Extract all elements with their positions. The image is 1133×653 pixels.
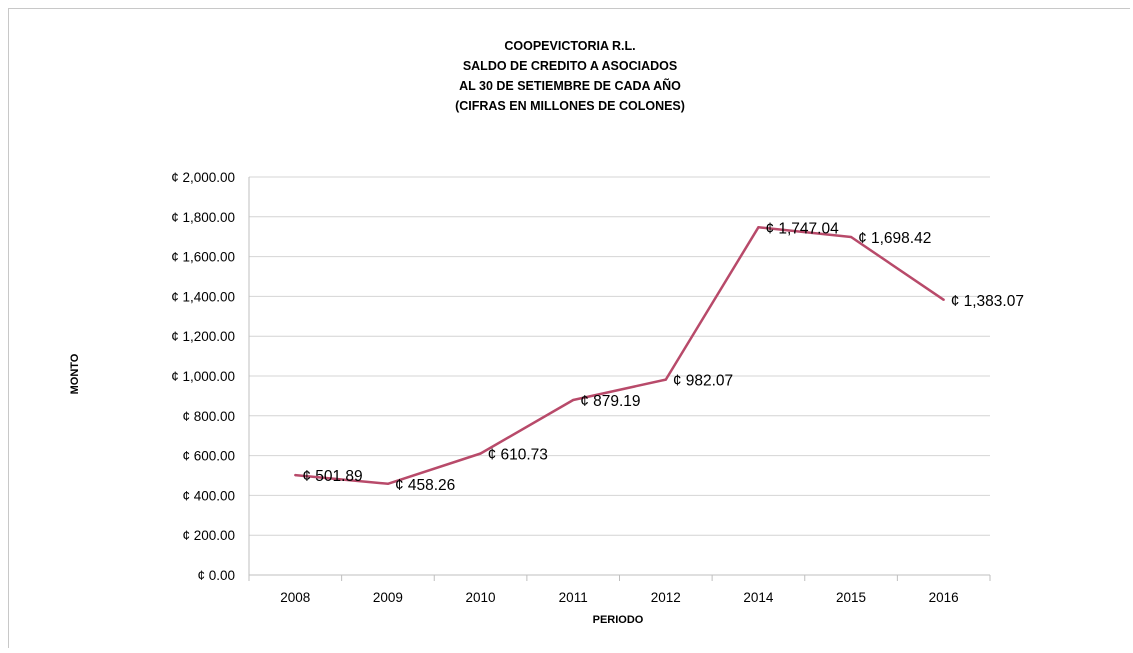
y-tick-label: ¢ 2,000.00 bbox=[171, 170, 235, 185]
data-label: ¢ 610.73 bbox=[488, 446, 548, 463]
data-label: ¢ 1,383.07 bbox=[951, 293, 1024, 310]
data-label: ¢ 879.19 bbox=[580, 393, 640, 410]
x-axis-tick-labels: 2008 2009 2010 2011 2012 2014 2015 2016 bbox=[280, 590, 958, 605]
y-tick-label: ¢ 0.00 bbox=[197, 568, 235, 583]
data-point bbox=[942, 299, 944, 301]
y-tick-label: ¢ 1,800.00 bbox=[171, 210, 235, 225]
data-point bbox=[850, 236, 852, 238]
data-series bbox=[294, 226, 945, 485]
x-tick-label: 2014 bbox=[743, 590, 774, 605]
data-label: ¢ 458.26 bbox=[395, 477, 455, 494]
x-tick-label: 2009 bbox=[373, 590, 403, 605]
x-tick-label: 2010 bbox=[466, 590, 496, 605]
data-point bbox=[665, 378, 667, 380]
y-tick-label: ¢ 1,400.00 bbox=[171, 289, 235, 304]
data-label: ¢ 982.07 bbox=[673, 373, 733, 390]
y-tick-label: ¢ 1,600.00 bbox=[171, 250, 235, 265]
y-tick-label: ¢ 800.00 bbox=[182, 409, 235, 424]
title-line-4: (CIFRAS EN MILLONES DE COLONES) bbox=[455, 99, 685, 113]
data-label: ¢ 1,747.04 bbox=[765, 220, 839, 237]
x-axis-title: PERIODO bbox=[593, 614, 644, 626]
y-tick-label: ¢ 1,200.00 bbox=[171, 329, 235, 344]
title-line-2: SALDO DE CREDITO A ASOCIADOS bbox=[463, 59, 677, 73]
series-line bbox=[295, 227, 943, 484]
data-point bbox=[757, 226, 759, 228]
y-tick-label: ¢ 600.00 bbox=[182, 449, 235, 464]
x-tick-label: 2012 bbox=[651, 590, 681, 605]
data-label: ¢ 501.89 bbox=[302, 468, 362, 485]
y-axis-tick-labels: ¢ 0.00 ¢ 200.00 ¢ 400.00 ¢ 600.00 ¢ 800.00 ¢ … bbox=[171, 170, 235, 583]
x-tick-label: 2011 bbox=[559, 590, 588, 605]
x-tick-label: 2016 bbox=[929, 590, 959, 605]
chart-title: COOPEVICTORIA R.L. SALDO DE CREDITO A AS… bbox=[455, 39, 685, 113]
y-tick-label: ¢ 1,000.00 bbox=[171, 369, 235, 384]
y-tick-label: ¢ 400.00 bbox=[182, 488, 235, 503]
data-point bbox=[294, 474, 296, 476]
x-tick-label: 2015 bbox=[836, 590, 866, 605]
data-point bbox=[479, 452, 481, 454]
y-tick-label: ¢ 200.00 bbox=[182, 528, 235, 543]
data-label: ¢ 1,698.42 bbox=[858, 230, 931, 247]
data-labels: ¢ 501.89 ¢ 458.26 ¢ 610.73 ¢ 879.19 ¢ 982.07… bbox=[302, 220, 1024, 493]
title-line-1: COOPEVICTORIA R.L. bbox=[504, 39, 635, 53]
data-point bbox=[387, 483, 389, 485]
data-point bbox=[572, 399, 574, 401]
y-axis-title: MONTO bbox=[69, 353, 81, 394]
x-tick-label: 2008 bbox=[280, 590, 310, 605]
title-line-3: AL 30 DE SETIEMBRE DE CADA AÑO bbox=[459, 78, 681, 93]
